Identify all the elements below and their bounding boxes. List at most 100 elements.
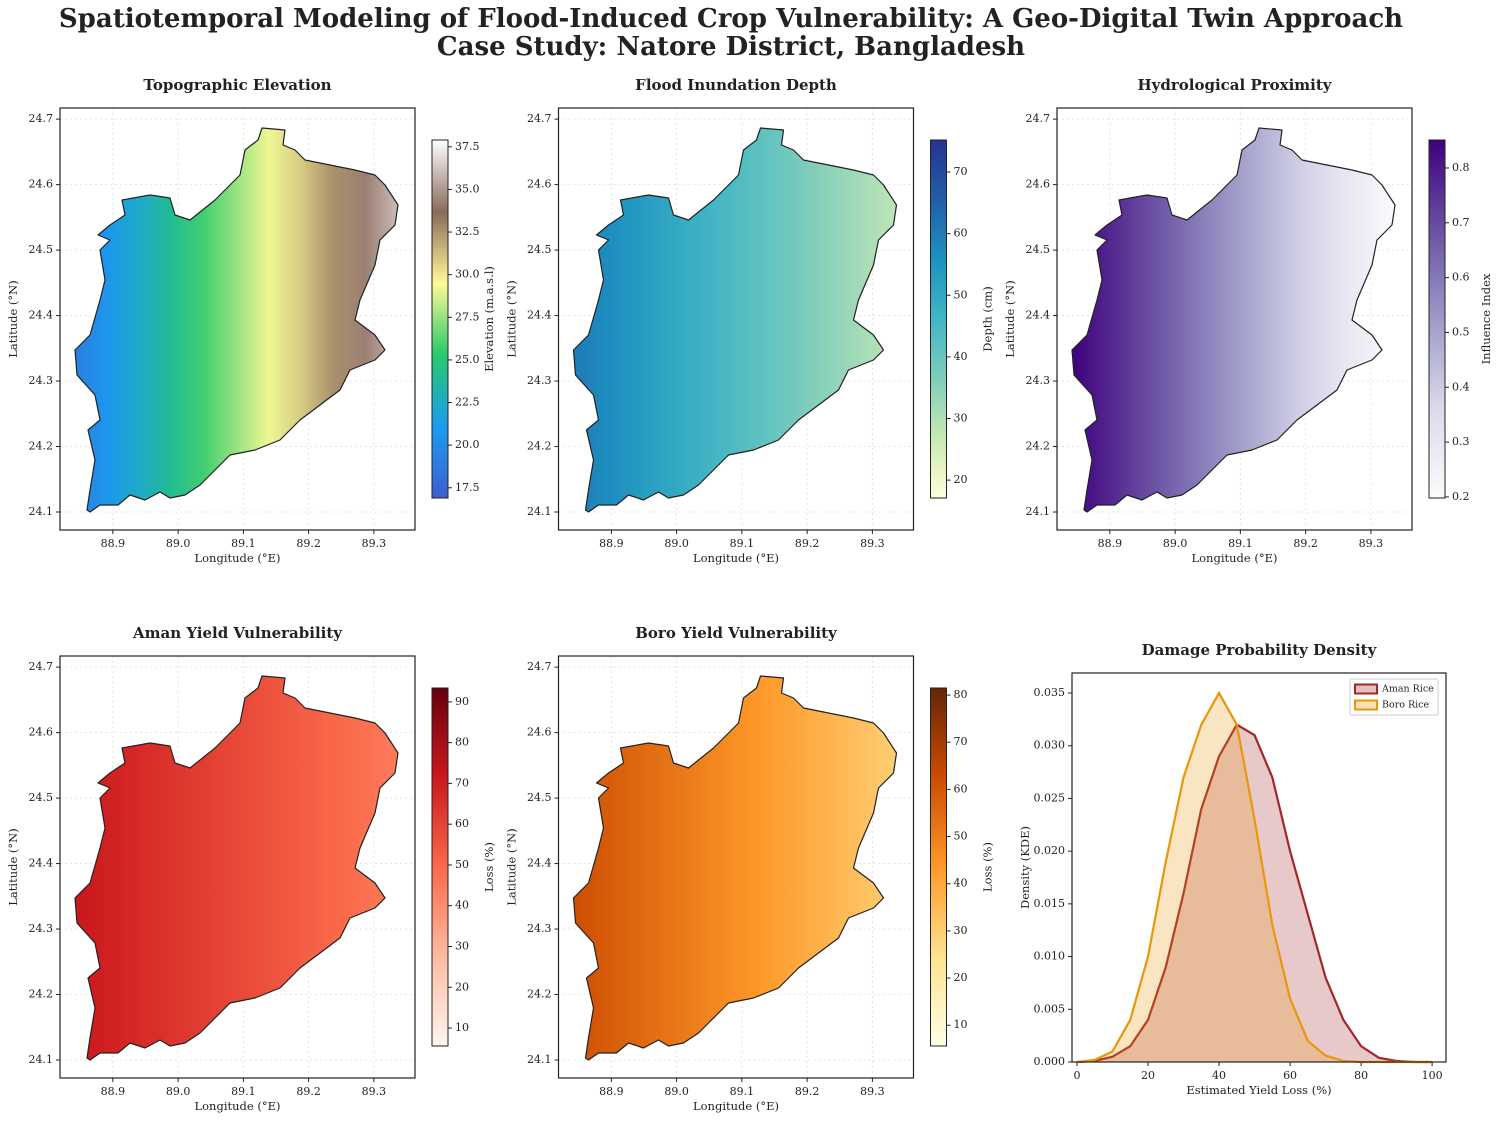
y-tick-label: 24.6 — [29, 178, 54, 191]
colorbar-tick-label: 30 — [954, 924, 968, 937]
colorbar-tick-label: 40 — [954, 350, 968, 363]
y-tick-label: 24.7 — [1026, 112, 1051, 125]
colorbar-tick-label: 0.4 — [1452, 380, 1470, 393]
y-tick-label: 24.6 — [527, 726, 552, 739]
y-tick-label: 24.1 — [1026, 505, 1051, 518]
colorbar-tick-label: 30.0 — [455, 268, 480, 281]
colorbar-tick-label: 37.5 — [455, 140, 480, 153]
colorbar-tick-label: 20 — [954, 971, 968, 984]
y-tick-label: 0.005 — [1034, 1002, 1066, 1015]
axes-frame — [557, 655, 915, 1079]
colorbar-label: Loss (%) — [981, 842, 995, 892]
y-tick-label: 24.5 — [527, 243, 552, 256]
colorbar — [930, 139, 947, 499]
colorbar-tick-label: 10 — [954, 1018, 968, 1031]
colorbar-tick-label: 60 — [954, 782, 968, 795]
y-tick-label: 24.3 — [29, 922, 54, 935]
x-axis-label: Estimated Yield Loss (%) — [1186, 1083, 1331, 1097]
x-tick-label: 89.1 — [730, 537, 755, 550]
district-field — [572, 127, 898, 513]
axes-frame — [59, 655, 416, 1079]
panel-title: Boro Yield Vulnerability — [635, 624, 838, 642]
panel-title: Topographic Elevation — [143, 76, 331, 94]
y-tick-label: 0.020 — [1034, 844, 1066, 857]
colorbar-tick-label: 50 — [954, 830, 968, 843]
map-layer — [572, 675, 898, 1061]
panel-title: Flood Inundation Depth — [635, 76, 837, 94]
colorbar-label: Influence Index — [1479, 273, 1493, 364]
colorbar-tick-label: 60 — [455, 817, 469, 830]
y-tick-label: 24.5 — [1026, 243, 1051, 256]
x-tick-label: 89.1 — [1228, 537, 1253, 550]
y-tick-label: 24.1 — [527, 1053, 552, 1066]
map-layer — [572, 127, 898, 513]
density-line — [1076, 723, 1433, 1064]
x-tick-label: 89.2 — [296, 1085, 321, 1098]
legend-label: Aman Rice — [1381, 684, 1434, 695]
x-tick-label: 88.9 — [101, 1085, 126, 1098]
y-tick-label: 24.6 — [1026, 178, 1051, 191]
colorbar-tick-label: 35.0 — [455, 182, 480, 195]
district-field — [1071, 127, 1396, 513]
x-tick-label: 89.2 — [795, 1085, 820, 1098]
y-tick-label: 24.2 — [29, 440, 54, 453]
colorbar-tick-label: 0.7 — [1452, 216, 1470, 229]
x-tick-label: 100 — [1422, 1069, 1443, 1082]
colorbar-tick-label: 50 — [954, 288, 968, 301]
figure-title: Spatiotemporal Modeling of Flood-Induced… — [59, 4, 1403, 34]
colorbar-tick-label: 20 — [954, 473, 968, 486]
panel-title: Aman Yield Vulnerability — [132, 624, 343, 642]
y-axis-label: Density (KDE) — [1018, 826, 1032, 909]
district-field — [572, 675, 898, 1061]
map-layer — [1071, 127, 1396, 513]
x-tick-label: 89.0 — [1163, 537, 1188, 550]
x-tick-label: 40 — [1212, 1069, 1226, 1082]
y-tick-label: 24.7 — [527, 112, 552, 125]
colorbar-tick-label: 90 — [455, 695, 469, 708]
colorbar-tick-label: 17.5 — [455, 481, 480, 494]
y-axis-label: Latitude (°N) — [6, 280, 20, 357]
axes-frame — [557, 107, 915, 531]
colorbar-tick-label: 0.6 — [1452, 271, 1470, 284]
colorbar-tick-label: 0.3 — [1452, 435, 1470, 448]
y-tick-label: 24.2 — [1026, 440, 1051, 453]
x-axis-label: Longitude (°E) — [693, 1099, 779, 1113]
colorbar — [930, 687, 947, 1047]
y-axis-label: Latitude (°N) — [505, 828, 519, 905]
colorbar-tick-label: 25.0 — [455, 353, 480, 366]
colorbar-tick-label: 10 — [455, 1021, 469, 1034]
density-area — [1076, 724, 1433, 1062]
x-tick-label: 89.0 — [664, 1085, 689, 1098]
x-tick-label: 88.9 — [101, 537, 126, 550]
y-tick-label: 24.4 — [29, 857, 54, 870]
colorbar-tick-label: 32.5 — [455, 225, 480, 238]
y-tick-label: 0.015 — [1034, 897, 1066, 910]
colorbar-tick-label: 0.8 — [1452, 161, 1470, 174]
axes-frame — [1056, 107, 1413, 531]
y-tick-label: 24.5 — [29, 791, 54, 804]
colorbar-tick-label: 30 — [954, 412, 968, 425]
colorbar — [431, 139, 449, 499]
x-axis-label: Longitude (°E) — [195, 551, 281, 565]
colorbar-tick-label: 40 — [455, 899, 469, 912]
colorbar — [431, 687, 449, 1047]
x-tick-label: 89.1 — [231, 537, 256, 550]
y-tick-label: 24.3 — [527, 922, 552, 935]
y-tick-label: 24.1 — [527, 505, 552, 518]
y-tick-label: 24.4 — [527, 857, 552, 870]
x-axis-label: Longitude (°E) — [693, 551, 779, 565]
y-tick-label: 0.000 — [1034, 1055, 1066, 1068]
x-tick-label: 89.1 — [730, 1085, 755, 1098]
y-tick-label: 0.025 — [1034, 791, 1066, 804]
colorbar-tick-label: 60 — [954, 227, 968, 240]
x-tick-label: 89.2 — [1293, 537, 1318, 550]
y-tick-label: 24.7 — [29, 112, 54, 125]
y-tick-label: 24.5 — [29, 243, 54, 256]
y-tick-label: 24.4 — [1026, 309, 1051, 322]
x-tick-label: 88.9 — [599, 1085, 624, 1098]
y-tick-label: 24.6 — [527, 178, 552, 191]
y-tick-label: 24.3 — [29, 374, 54, 387]
x-tick-label: 88.9 — [1098, 537, 1123, 550]
x-tick-label: 0 — [1073, 1069, 1080, 1082]
